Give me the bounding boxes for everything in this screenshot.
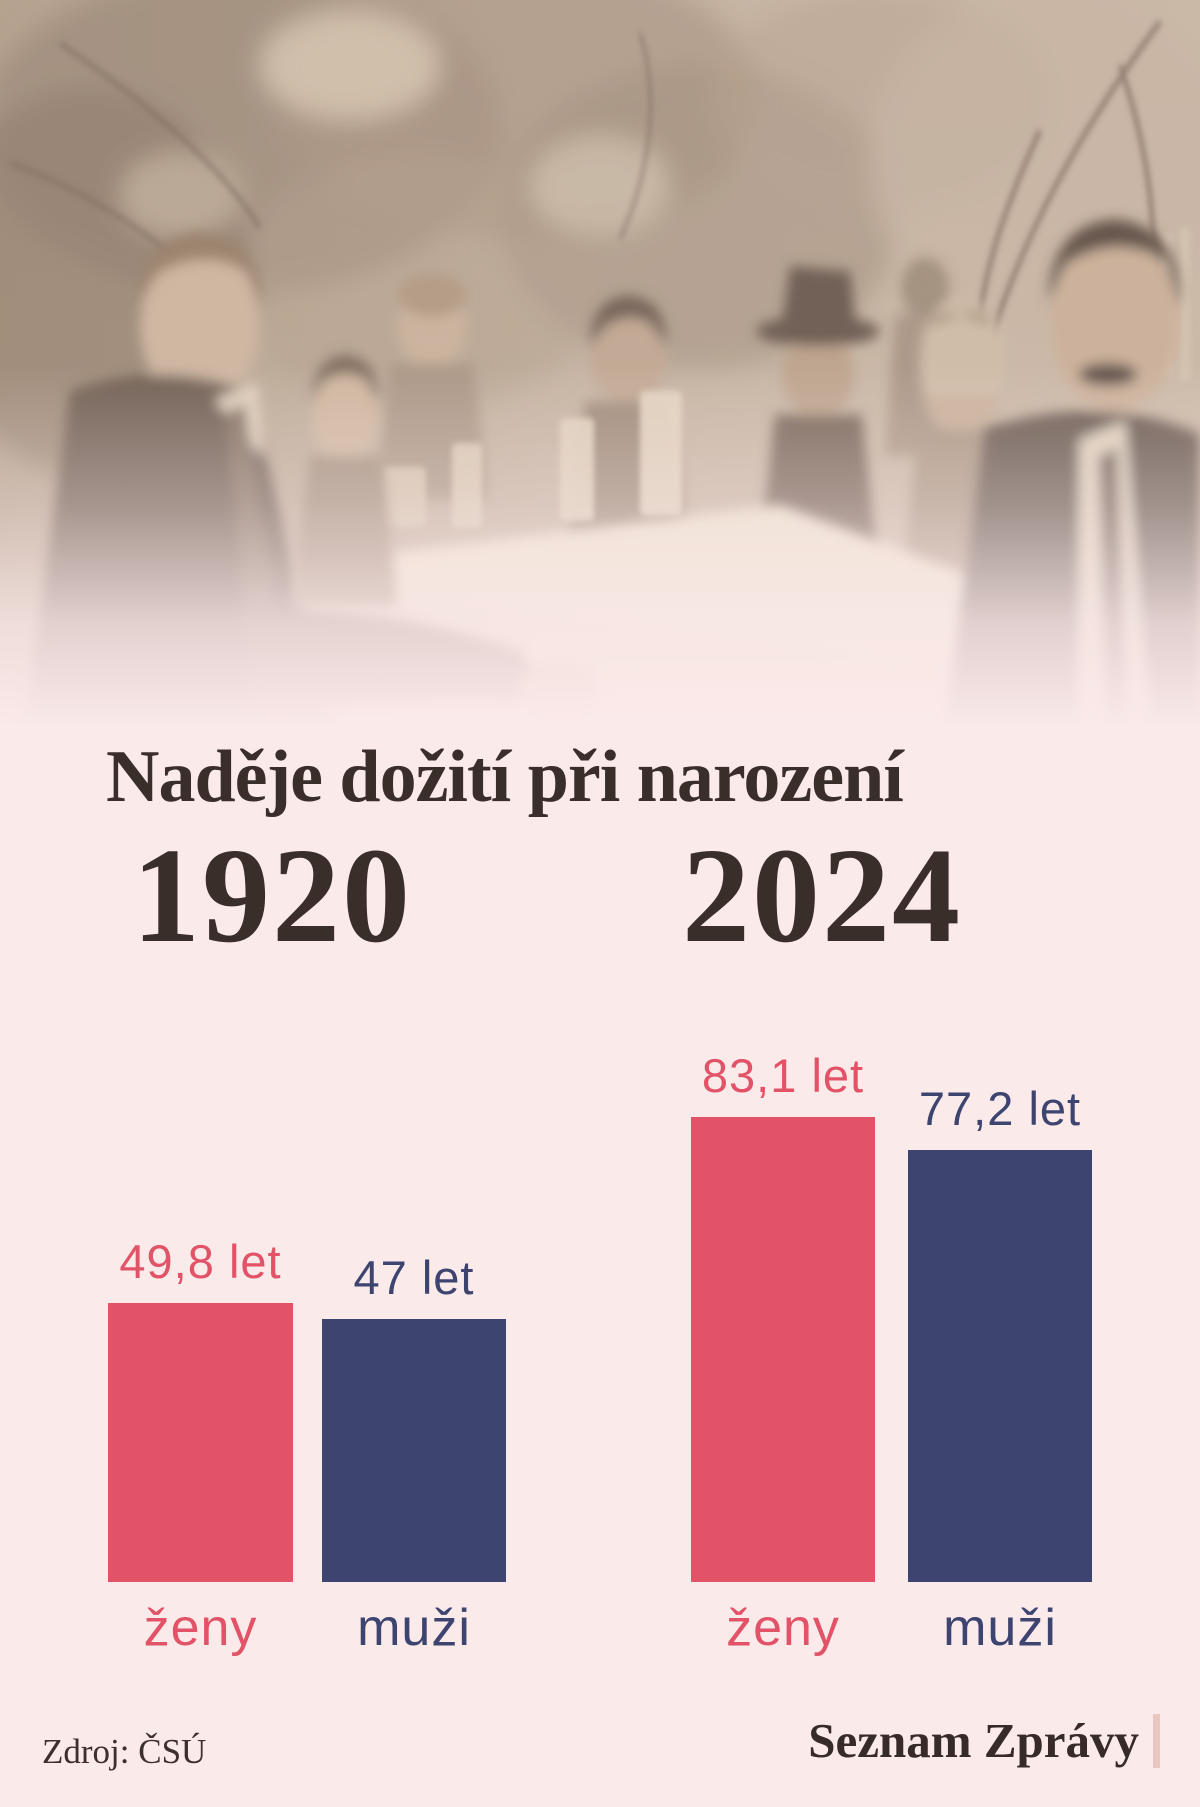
- bar-column-1920-men: 47 let muži: [322, 1250, 506, 1657]
- value-label-1920-women: 49,8 let: [119, 1235, 282, 1288]
- brand-logo: Seznam Zprávy: [808, 1712, 1160, 1769]
- photo-fade-overlay: [0, 0, 1200, 760]
- bar-column-1920-women: 49,8 let ženy: [108, 1234, 293, 1657]
- category-label-1920-men: muži: [357, 1599, 471, 1657]
- bar-2024-men: [908, 1150, 1092, 1582]
- year-label-1920: 1920: [132, 821, 412, 971]
- value-label-1920-men: 47 let: [353, 1251, 475, 1304]
- bar-column-2024-women: 83,1 let ženy: [691, 1048, 875, 1657]
- brand-name: Seznam Zprávy: [808, 1713, 1139, 1768]
- year-label-2024: 2024: [682, 821, 962, 971]
- value-label-2024-men: 77,2 let: [918, 1082, 1082, 1135]
- source-note: Zdroj: ČSÚ: [42, 1732, 207, 1771]
- page-title: Naděje dožití při narození: [106, 736, 904, 818]
- category-label-2024-men: muži: [943, 1599, 1057, 1657]
- value-label-2024-women: 83,1 let: [701, 1049, 865, 1102]
- bar-column-2024-men: 77,2 let muži: [908, 1081, 1092, 1657]
- bar-1920-men: [322, 1319, 506, 1582]
- bar-2024-women: [691, 1117, 875, 1582]
- category-label-2024-women: ženy: [726, 1599, 840, 1657]
- brand-accent-bar: [1153, 1713, 1160, 1768]
- historical-photo: [0, 0, 1200, 760]
- category-label-1920-women: ženy: [143, 1599, 258, 1657]
- bar-1920-women: [108, 1303, 293, 1582]
